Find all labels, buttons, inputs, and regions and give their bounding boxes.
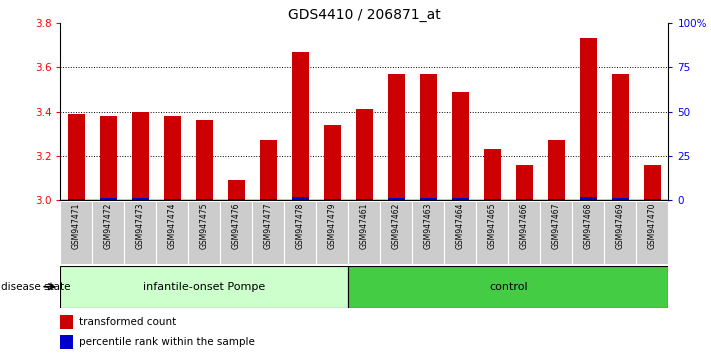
Bar: [419, 74, 437, 200]
Bar: [92, 201, 124, 264]
Bar: [451, 198, 469, 200]
Title: GDS4410 / 206871_at: GDS4410 / 206871_at: [288, 8, 441, 22]
Bar: [540, 201, 572, 264]
Bar: [419, 198, 437, 200]
Bar: [604, 201, 636, 264]
Bar: [451, 92, 469, 200]
Text: GSM947464: GSM947464: [456, 202, 465, 249]
Bar: [348, 201, 380, 264]
Bar: [579, 39, 597, 200]
Bar: [68, 199, 85, 200]
Text: GSM947469: GSM947469: [616, 202, 625, 249]
Bar: [547, 199, 565, 200]
Bar: [284, 201, 316, 264]
Text: GSM947476: GSM947476: [232, 202, 241, 249]
Text: GSM947466: GSM947466: [520, 202, 529, 249]
Text: GSM947461: GSM947461: [360, 202, 369, 249]
Bar: [292, 52, 309, 200]
Bar: [60, 335, 73, 348]
Text: GSM947462: GSM947462: [392, 202, 401, 249]
Bar: [476, 201, 508, 264]
Text: infantile-onset Pompe: infantile-onset Pompe: [144, 282, 265, 292]
Bar: [348, 266, 668, 308]
Bar: [515, 165, 533, 200]
Bar: [636, 201, 668, 264]
Text: transformed count: transformed count: [79, 318, 176, 327]
Text: GSM947475: GSM947475: [200, 202, 209, 249]
Bar: [444, 201, 476, 264]
Text: disease state: disease state: [1, 282, 71, 292]
Bar: [228, 199, 245, 200]
Bar: [356, 109, 373, 200]
Text: GSM947468: GSM947468: [584, 202, 593, 249]
Bar: [132, 198, 149, 200]
Bar: [611, 74, 629, 200]
Bar: [324, 125, 341, 200]
Text: GSM947472: GSM947472: [104, 202, 113, 249]
Bar: [643, 165, 661, 200]
Bar: [387, 74, 405, 200]
Text: GSM947474: GSM947474: [168, 202, 177, 249]
Bar: [572, 201, 604, 264]
Bar: [387, 198, 405, 200]
Bar: [132, 112, 149, 200]
Text: control: control: [489, 282, 528, 292]
Bar: [643, 199, 661, 200]
Bar: [100, 198, 117, 200]
Bar: [68, 114, 85, 200]
Bar: [292, 198, 309, 200]
Bar: [412, 201, 444, 264]
Bar: [156, 201, 188, 264]
Bar: [483, 199, 501, 200]
Text: GSM947478: GSM947478: [296, 202, 305, 249]
Bar: [164, 116, 181, 200]
Text: GSM947463: GSM947463: [424, 202, 433, 249]
Bar: [196, 120, 213, 200]
Text: GSM947471: GSM947471: [72, 202, 81, 249]
Bar: [100, 116, 117, 200]
Text: GSM947479: GSM947479: [328, 202, 337, 249]
Bar: [611, 198, 629, 200]
Text: GSM947470: GSM947470: [648, 202, 657, 249]
Text: GSM947465: GSM947465: [488, 202, 497, 249]
Bar: [196, 199, 213, 200]
Text: percentile rank within the sample: percentile rank within the sample: [79, 337, 255, 347]
Text: GSM947473: GSM947473: [136, 202, 145, 249]
Text: GSM947477: GSM947477: [264, 202, 273, 249]
Bar: [324, 199, 341, 200]
Bar: [356, 199, 373, 200]
Bar: [260, 199, 277, 200]
Bar: [164, 199, 181, 200]
Bar: [60, 201, 92, 264]
Bar: [579, 197, 597, 200]
Bar: [316, 201, 348, 264]
Bar: [260, 140, 277, 200]
Bar: [124, 201, 156, 264]
Bar: [228, 180, 245, 200]
Bar: [508, 201, 540, 264]
Bar: [380, 201, 412, 264]
Bar: [547, 140, 565, 200]
Bar: [60, 315, 73, 329]
Bar: [515, 199, 533, 200]
Text: GSM947467: GSM947467: [552, 202, 561, 249]
Bar: [252, 201, 284, 264]
Bar: [188, 201, 220, 264]
Bar: [60, 266, 348, 308]
Bar: [220, 201, 252, 264]
Bar: [483, 149, 501, 200]
